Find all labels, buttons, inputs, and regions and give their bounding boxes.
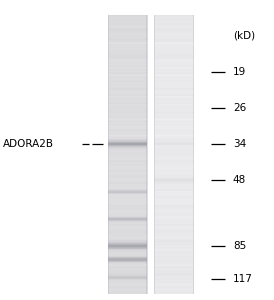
Bar	[107, 249, 147, 250]
Bar	[107, 148, 147, 149]
Bar	[154, 146, 194, 147]
Bar	[107, 240, 147, 241]
Bar	[154, 147, 194, 148]
Bar	[154, 142, 194, 143]
Text: ADORA2B: ADORA2B	[3, 139, 54, 149]
Bar	[107, 221, 147, 222]
Bar	[107, 145, 147, 146]
Bar	[107, 143, 147, 144]
Text: 48: 48	[233, 175, 246, 185]
Bar	[107, 218, 147, 219]
Text: (kD): (kD)	[233, 31, 255, 41]
Bar	[107, 220, 147, 221]
Text: 34: 34	[233, 139, 246, 149]
Bar	[107, 216, 147, 217]
Bar	[107, 250, 147, 251]
Bar	[107, 194, 147, 195]
Bar	[107, 142, 147, 143]
Bar	[107, 190, 147, 191]
Bar	[107, 144, 147, 145]
Bar	[107, 189, 147, 190]
Bar	[107, 245, 147, 246]
Bar	[146, 15, 147, 294]
Bar	[193, 15, 194, 294]
Bar	[107, 222, 147, 223]
Text: 117: 117	[233, 274, 253, 284]
Bar	[107, 243, 147, 244]
Bar	[107, 275, 147, 276]
Bar	[107, 141, 147, 142]
Bar	[154, 181, 194, 182]
Bar	[107, 277, 147, 278]
Bar	[107, 192, 147, 193]
Bar	[107, 248, 147, 249]
Bar	[107, 251, 147, 252]
Bar	[154, 180, 194, 181]
Bar	[107, 139, 147, 140]
Bar	[107, 219, 147, 220]
Bar	[107, 246, 147, 247]
Bar	[154, 145, 194, 146]
Bar	[107, 242, 147, 243]
Bar	[107, 256, 147, 257]
Bar	[107, 147, 147, 148]
Bar	[107, 191, 147, 192]
Bar	[107, 278, 147, 279]
Bar	[154, 144, 194, 145]
Bar	[107, 255, 147, 256]
Bar	[107, 274, 147, 275]
Bar	[107, 244, 147, 245]
Bar	[154, 178, 194, 179]
Bar	[107, 145, 147, 146]
Bar	[107, 15, 109, 294]
Bar	[154, 141, 194, 142]
Bar	[107, 279, 147, 280]
Text: 26: 26	[233, 103, 246, 113]
Bar	[107, 276, 147, 277]
Bar	[107, 146, 147, 147]
Bar	[107, 140, 147, 141]
Text: 19: 19	[233, 67, 246, 77]
Bar	[107, 193, 147, 194]
Bar	[107, 263, 147, 264]
Bar	[107, 259, 147, 260]
Bar	[154, 182, 194, 183]
Bar	[107, 142, 147, 143]
Bar	[107, 241, 147, 242]
Bar	[107, 149, 147, 150]
Bar	[107, 262, 147, 263]
Bar	[107, 257, 147, 258]
Bar	[154, 143, 194, 144]
Bar	[107, 217, 147, 218]
Bar	[154, 177, 194, 178]
Bar	[107, 258, 147, 259]
Bar	[107, 260, 147, 261]
Bar	[107, 280, 147, 281]
Bar	[154, 15, 155, 294]
Bar	[154, 179, 194, 180]
Text: 85: 85	[233, 241, 246, 251]
Bar	[107, 261, 147, 262]
